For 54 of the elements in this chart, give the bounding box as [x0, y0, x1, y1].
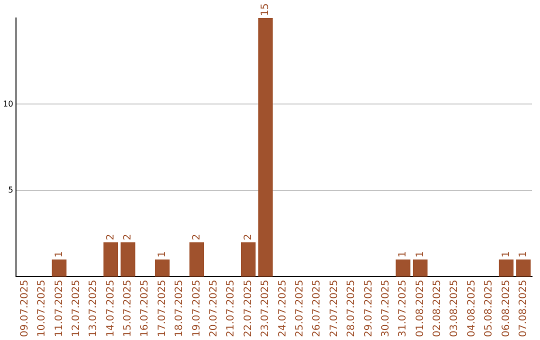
bar: [258, 18, 273, 277]
x-tick-label: 16.07.2025: [140, 280, 151, 338]
x-tick-label: 06.08.2025: [500, 280, 512, 338]
bar: [103, 242, 118, 277]
x-tick-label: 04.08.2025: [466, 280, 478, 338]
x-tick-label: 10.07.2025: [36, 280, 48, 338]
x-tick-label: 09.07.2025: [19, 280, 30, 338]
x-tick-label: 22.07.2025: [242, 280, 254, 338]
x-tick-label: 30.07.2025: [380, 280, 392, 338]
x-tick-label: 14.07.2025: [105, 280, 116, 338]
bar: [240, 242, 256, 277]
x-tick-label: 20.07.2025: [208, 280, 220, 338]
x-tick-label: 24.07.2025: [277, 280, 288, 338]
y-tick-label: 10: [2, 99, 14, 108]
x-tick-label: 11.07.2025: [54, 280, 65, 338]
x-tick-label: 21.07.2025: [226, 280, 237, 338]
data-label: 1: [500, 251, 512, 258]
data-label: 2: [242, 234, 254, 240]
x-tick-label: 02.08.2025: [432, 280, 444, 338]
data-label: 2: [105, 234, 116, 240]
data-label: 2: [122, 234, 134, 240]
x-tick-label: 12.07.2025: [70, 280, 82, 338]
data-label: 2: [191, 234, 202, 240]
bar: [396, 259, 410, 277]
bar: [412, 259, 428, 277]
x-tick-label: 13.07.2025: [88, 280, 100, 338]
x-tick-label: 03.08.2025: [449, 280, 460, 338]
bar: [52, 259, 66, 277]
data-label: 15: [260, 3, 272, 16]
x-tick-label: 19.07.2025: [191, 280, 202, 338]
bar: [155, 259, 170, 277]
bar: [120, 242, 136, 277]
bar: [516, 259, 531, 277]
x-tick-label: 17.07.2025: [156, 280, 168, 338]
x-tick-label: 07.08.2025: [518, 280, 529, 338]
data-label: 1: [398, 251, 409, 258]
x-tick-label: 05.08.2025: [484, 280, 495, 338]
y-tick-label: 5: [8, 186, 14, 195]
bar: [498, 259, 514, 277]
x-tick-label: 31.07.2025: [398, 280, 409, 338]
x-tick-label: 25.07.2025: [294, 280, 306, 338]
x-tick-label: 18.07.2025: [174, 280, 186, 338]
x-tick-label: 27.07.2025: [328, 280, 340, 338]
data-label: 1: [518, 251, 529, 258]
x-tick-label: 28.07.2025: [346, 280, 358, 338]
x-tick-label: 23.07.2025: [260, 280, 272, 338]
data-label: 1: [156, 251, 168, 258]
x-tick-label: 15.07.2025: [122, 280, 134, 338]
bar: [189, 242, 204, 277]
x-tick-label: 01.08.2025: [414, 280, 426, 338]
data-label: 1: [414, 251, 426, 258]
data-label: 1: [54, 251, 65, 258]
x-tick-label: 29.07.2025: [363, 280, 374, 338]
x-tick-label: 26.07.2025: [312, 280, 323, 338]
